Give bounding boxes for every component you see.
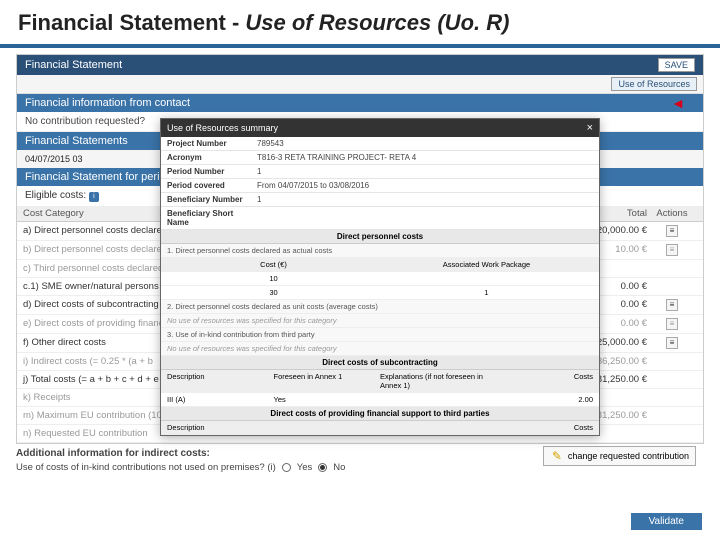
modal-section-subcontract: Direct costs of subcontracting xyxy=(161,356,599,370)
cost-action xyxy=(647,374,697,385)
period-number-value: 1 xyxy=(251,165,599,178)
info-icon[interactable]: i xyxy=(89,192,99,202)
modal-sub-inkind: 3. Use of in-kind contribution from thir… xyxy=(161,328,599,342)
edit-icon[interactable]: ≡ xyxy=(666,299,678,311)
section-statements-label: Financial Statements xyxy=(25,135,128,147)
slide-title-italic: Use of Resources (Uo. R) xyxy=(245,10,509,35)
edit-icon[interactable]: ≡ xyxy=(666,244,678,256)
modal-note-unit: No use of resources was specified for th… xyxy=(161,314,599,328)
period-covered-value: From 04/07/2015 to 03/08/2016 xyxy=(251,179,599,192)
close-icon[interactable]: × xyxy=(587,122,593,134)
radio-yes[interactable] xyxy=(282,463,291,472)
edit-icon[interactable]: ≡ xyxy=(666,318,678,330)
change-requested-button[interactable]: ✎ change requested contribution xyxy=(543,446,696,466)
beneficiary-number-value: 1 xyxy=(251,193,599,206)
use-of-resources-button[interactable]: Use of Resources xyxy=(611,77,697,91)
cost-action[interactable]: ≡ xyxy=(647,225,697,237)
cost-action xyxy=(647,281,697,292)
beneficiary-name-label: Beneficiary Short Name xyxy=(161,207,251,229)
cost-action xyxy=(647,263,697,274)
modal-section-personnel: Direct personnel costs xyxy=(161,230,599,244)
save-button[interactable]: SAVE xyxy=(658,58,695,72)
modal-sub-actual: 1. Direct personnel costs declared as ac… xyxy=(161,244,599,258)
cost-action xyxy=(647,356,697,367)
section-contact-header: Financial information from contact xyxy=(17,94,703,112)
radio-no[interactable] xyxy=(318,463,327,472)
beneficiary-number-label: Beneficiary Number xyxy=(161,193,251,206)
modal-header: Use of Resources summary × xyxy=(161,119,599,137)
section-contact-label: Financial information from contact xyxy=(25,97,190,109)
col-actions: Actions xyxy=(647,208,697,219)
cost-action[interactable]: ≡ xyxy=(647,318,697,330)
cost-action[interactable]: ≡ xyxy=(647,337,697,349)
acronym-label: Acronym xyxy=(161,151,251,164)
beneficiary-name-value xyxy=(251,207,599,229)
panel-title: Financial Statement xyxy=(25,59,122,71)
cost-action[interactable]: ≡ xyxy=(647,299,697,311)
title-underline xyxy=(0,44,720,48)
validate-button[interactable]: Validate xyxy=(631,513,702,530)
slide-title-plain: Financial Statement - xyxy=(18,10,245,35)
project-number-label: Project Number xyxy=(161,137,251,150)
use-of-resources-modal: Use of Resources summary × Project Numbe… xyxy=(160,118,600,436)
period-number-label: Period Number xyxy=(161,165,251,178)
modal-title: Use of Resources summary xyxy=(167,123,278,133)
change-requested-label: change requested contribution xyxy=(568,451,689,461)
cost-action[interactable]: ≡ xyxy=(647,244,697,256)
modal-note-inkind: No use of resources was specified for th… xyxy=(161,342,599,356)
highlight-arrow-icon: ◄ xyxy=(671,95,685,111)
cost-action xyxy=(647,410,697,421)
edit-icon[interactable]: ≡ xyxy=(666,225,678,237)
pencil-icon: ✎ xyxy=(550,449,564,463)
modal-sub-unit: 2. Direct personnel costs declared as un… xyxy=(161,300,599,314)
modal-section-third: Direct costs of providing financial supp… xyxy=(161,407,599,421)
edit-icon[interactable]: ≡ xyxy=(666,337,678,349)
slide-title: Financial Statement - Use of Resources (… xyxy=(0,0,720,44)
acronym-value: T816-3 RETA TRAINING PROJECT- RETA 4 xyxy=(251,151,599,164)
cost-action xyxy=(647,392,697,403)
cost-action xyxy=(647,428,697,439)
period-covered-label: Period covered xyxy=(161,179,251,192)
panel-header: Financial Statement SAVE xyxy=(17,55,703,75)
project-number-value: 789543 xyxy=(251,137,599,150)
